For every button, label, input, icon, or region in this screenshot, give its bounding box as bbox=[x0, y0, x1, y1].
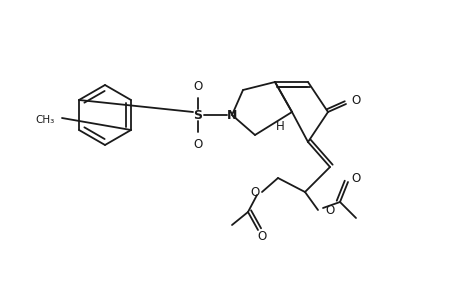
Text: O: O bbox=[193, 137, 202, 151]
Text: S: S bbox=[193, 109, 202, 122]
Text: O: O bbox=[193, 80, 202, 92]
Text: O: O bbox=[257, 230, 266, 244]
Text: N: N bbox=[226, 109, 237, 122]
Text: O: O bbox=[250, 185, 259, 199]
Text: CH₃: CH₃ bbox=[36, 115, 55, 125]
Text: O: O bbox=[351, 172, 360, 184]
Text: H: H bbox=[275, 119, 284, 133]
Text: O: O bbox=[351, 94, 360, 106]
Text: O: O bbox=[325, 203, 334, 217]
